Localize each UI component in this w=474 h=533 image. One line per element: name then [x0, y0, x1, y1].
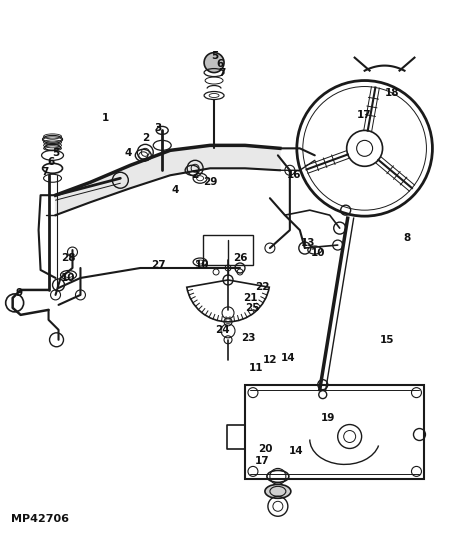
Text: 7: 7	[41, 167, 48, 177]
Bar	[245, 385, 424, 479]
Text: 27: 27	[151, 260, 165, 270]
Text: 10: 10	[61, 273, 76, 283]
Text: 21: 21	[243, 293, 257, 303]
Text: 13: 13	[301, 238, 315, 248]
Text: 11: 11	[249, 362, 263, 373]
Text: 2: 2	[191, 170, 199, 180]
Text: 6: 6	[47, 157, 54, 167]
Text: 14: 14	[281, 353, 295, 363]
Text: 24: 24	[215, 325, 229, 335]
Text: 2: 2	[142, 133, 149, 143]
Text: 26: 26	[233, 253, 247, 263]
Polygon shape	[210, 146, 245, 168]
Text: 4: 4	[172, 185, 179, 195]
Polygon shape	[91, 165, 130, 202]
Text: 19: 19	[320, 413, 335, 423]
Text: 16: 16	[287, 170, 301, 180]
Text: 17: 17	[357, 110, 372, 120]
Circle shape	[204, 53, 224, 72]
Text: 14: 14	[289, 447, 303, 456]
Text: 29: 29	[203, 177, 217, 187]
Text: 5: 5	[52, 148, 59, 158]
Text: 25: 25	[245, 303, 259, 313]
Text: 3: 3	[155, 124, 162, 133]
Text: 18: 18	[385, 87, 400, 98]
Text: 28: 28	[61, 253, 76, 263]
Text: 15: 15	[380, 335, 395, 345]
Polygon shape	[55, 182, 91, 215]
Ellipse shape	[265, 484, 291, 498]
Text: 12: 12	[263, 355, 277, 365]
Text: 5: 5	[211, 51, 219, 61]
Text: 22: 22	[255, 282, 269, 292]
Text: 17: 17	[255, 456, 269, 466]
Text: 8: 8	[404, 233, 411, 243]
Text: 1: 1	[102, 114, 109, 124]
Text: 10: 10	[195, 260, 210, 270]
Text: MP42706: MP42706	[11, 514, 69, 524]
Text: 7: 7	[219, 68, 226, 78]
Text: 4: 4	[125, 148, 132, 158]
Bar	[203, 235, 253, 265]
Polygon shape	[245, 146, 280, 170]
Text: 20: 20	[258, 445, 272, 455]
Polygon shape	[130, 150, 170, 188]
Text: 23: 23	[241, 333, 255, 343]
Text: 10: 10	[310, 248, 325, 258]
Text: 6: 6	[217, 59, 224, 69]
Text: 9: 9	[15, 288, 22, 298]
Polygon shape	[170, 146, 210, 175]
